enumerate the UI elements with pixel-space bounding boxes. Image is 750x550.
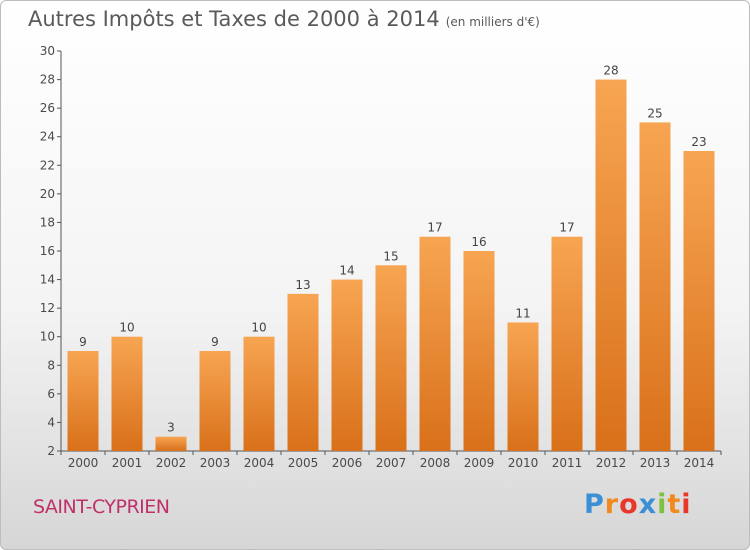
x-tick-label-2000: 2000: [68, 456, 99, 470]
x-tick-label-2001: 2001: [112, 456, 143, 470]
logo-letter: o: [619, 489, 639, 520]
logo-letter: i: [681, 489, 692, 520]
value-label-2003: 9: [211, 335, 219, 349]
x-tick-label-2013: 2013: [640, 456, 671, 470]
logo-letter: r: [604, 489, 620, 520]
bar-2010: [507, 322, 539, 451]
value-label-2002: 3: [167, 421, 175, 435]
value-label-2005: 13: [295, 278, 310, 292]
y-tick-label: 2: [47, 444, 55, 458]
bar-2008: [419, 236, 451, 451]
value-label-2013: 25: [647, 106, 662, 120]
y-tick-label: 14: [40, 273, 55, 287]
y-tick-label: 16: [40, 244, 55, 258]
proxiti-logo: Proxiti: [584, 489, 692, 520]
y-tick-label: 22: [40, 158, 55, 172]
y-tick-label: 4: [47, 415, 55, 429]
bar-2009: [463, 251, 495, 451]
y-tick-label: 24: [40, 130, 55, 144]
bar-2002: [155, 436, 187, 451]
x-tick-label-2003: 2003: [200, 456, 231, 470]
logo-letter: t: [667, 489, 682, 520]
value-label-2014: 23: [691, 135, 706, 149]
bar-2006: [331, 279, 363, 451]
bar-2005: [287, 293, 319, 451]
y-tick-label: 8: [47, 358, 55, 372]
chart-subtitle: (en milliers d'€): [445, 15, 540, 29]
x-tick-label-2008: 2008: [420, 456, 451, 470]
value-label-2006: 14: [339, 264, 354, 278]
x-tick-label-2004: 2004: [244, 456, 275, 470]
value-label-2000: 9: [79, 335, 87, 349]
bar-2014: [683, 151, 715, 451]
bar-2004: [243, 336, 275, 451]
value-label-2004: 10: [251, 321, 266, 335]
value-label-2011: 17: [559, 221, 574, 235]
logo-letter: x: [638, 489, 658, 520]
x-tick-label-2014: 2014: [684, 456, 715, 470]
x-tick-label-2002: 2002: [156, 456, 187, 470]
logo-letter: i: [657, 489, 668, 520]
x-tick-label-2010: 2010: [508, 456, 539, 470]
bar-2003: [199, 351, 231, 451]
x-tick-label-2012: 2012: [596, 456, 627, 470]
x-tick-label-2011: 2011: [552, 456, 583, 470]
y-tick-label: 18: [40, 215, 55, 229]
value-label-2012: 28: [603, 64, 618, 78]
bar-2011: [551, 236, 583, 451]
bar-2007: [375, 265, 407, 451]
value-label-2010: 11: [515, 306, 530, 320]
value-label-2009: 16: [471, 235, 486, 249]
x-tick-label-2009: 2009: [464, 456, 495, 470]
x-tick-label-2007: 2007: [376, 456, 407, 470]
value-label-2007: 15: [383, 249, 398, 263]
value-label-2008: 17: [427, 221, 442, 235]
y-tick-label: 30: [40, 44, 55, 58]
logo-letter: P: [584, 489, 605, 520]
bar-2012: [595, 79, 627, 452]
bar-2013: [639, 122, 671, 451]
y-tick-label: 20: [40, 187, 55, 201]
city-name: SAINT-CYPRIEN: [33, 496, 170, 518]
value-label-2001: 10: [119, 321, 134, 335]
bar-2001: [111, 336, 143, 451]
x-tick-label-2005: 2005: [288, 456, 319, 470]
chart-title: Autres Impôts et Taxes de 2000 à 2014 (en…: [28, 7, 540, 31]
y-tick-label: 12: [40, 301, 55, 315]
y-tick-label: 6: [47, 387, 55, 401]
y-tick-label: 10: [40, 330, 55, 344]
x-tick-label-2006: 2006: [332, 456, 363, 470]
chart-title-text: Autres Impôts et Taxes de 2000 à 2014: [28, 7, 440, 31]
bar-2000: [67, 351, 99, 451]
y-tick-label: 28: [40, 73, 55, 87]
y-tick-label: 26: [40, 101, 55, 115]
